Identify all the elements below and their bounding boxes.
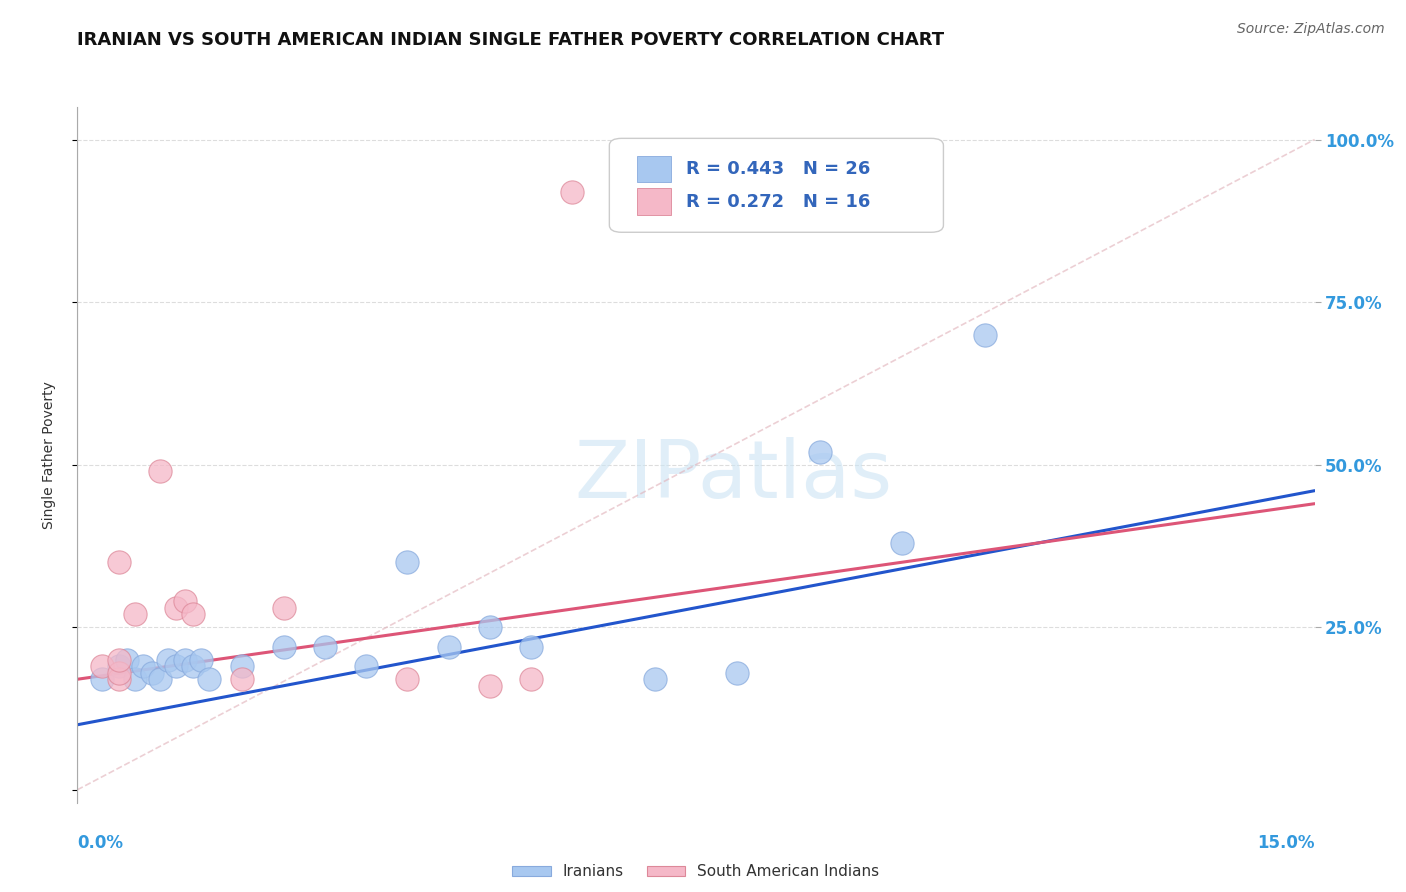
Point xyxy=(91,659,114,673)
Point xyxy=(973,327,995,342)
Point xyxy=(141,665,163,680)
Point xyxy=(231,672,253,686)
Point xyxy=(478,620,501,634)
Point xyxy=(173,594,195,608)
Point xyxy=(165,659,187,673)
Point xyxy=(132,659,155,673)
Point xyxy=(396,672,419,686)
Point xyxy=(198,672,221,686)
Point xyxy=(124,672,146,686)
Bar xyxy=(637,156,671,182)
Point xyxy=(107,659,129,673)
Point xyxy=(273,640,295,654)
Point xyxy=(124,607,146,622)
Text: IRANIAN VS SOUTH AMERICAN INDIAN SINGLE FATHER POVERTY CORRELATION CHART: IRANIAN VS SOUTH AMERICAN INDIAN SINGLE … xyxy=(77,31,945,49)
Point xyxy=(91,672,114,686)
Point xyxy=(107,665,129,680)
Point xyxy=(173,653,195,667)
Text: ZIPatlas: ZIPatlas xyxy=(574,437,893,515)
Point xyxy=(561,185,583,199)
Point xyxy=(231,659,253,673)
Point xyxy=(273,600,295,615)
Point xyxy=(644,672,666,686)
Text: 0.0%: 0.0% xyxy=(77,834,124,852)
Text: 15.0%: 15.0% xyxy=(1257,834,1315,852)
Point xyxy=(107,653,129,667)
Point xyxy=(190,653,212,667)
Point xyxy=(107,672,129,686)
FancyBboxPatch shape xyxy=(609,138,943,232)
Point xyxy=(891,535,914,549)
Text: R = 0.443   N = 26: R = 0.443 N = 26 xyxy=(686,160,870,178)
Point xyxy=(149,464,172,478)
Point xyxy=(808,444,831,458)
Text: R = 0.272   N = 16: R = 0.272 N = 16 xyxy=(686,193,870,211)
Point xyxy=(725,665,748,680)
Text: Source: ZipAtlas.com: Source: ZipAtlas.com xyxy=(1237,22,1385,37)
Point xyxy=(181,607,204,622)
Point xyxy=(520,640,543,654)
Point xyxy=(181,659,204,673)
Point xyxy=(107,555,129,569)
Point xyxy=(165,600,187,615)
Point xyxy=(149,672,172,686)
Point xyxy=(520,672,543,686)
Point xyxy=(437,640,460,654)
Point xyxy=(314,640,336,654)
Y-axis label: Single Father Poverty: Single Father Poverty xyxy=(42,381,56,529)
Point xyxy=(396,555,419,569)
Bar xyxy=(637,188,671,215)
Point xyxy=(157,653,180,667)
Legend: Iranians, South American Indians: Iranians, South American Indians xyxy=(506,858,886,886)
Point xyxy=(478,679,501,693)
Point xyxy=(354,659,377,673)
Point xyxy=(115,653,138,667)
